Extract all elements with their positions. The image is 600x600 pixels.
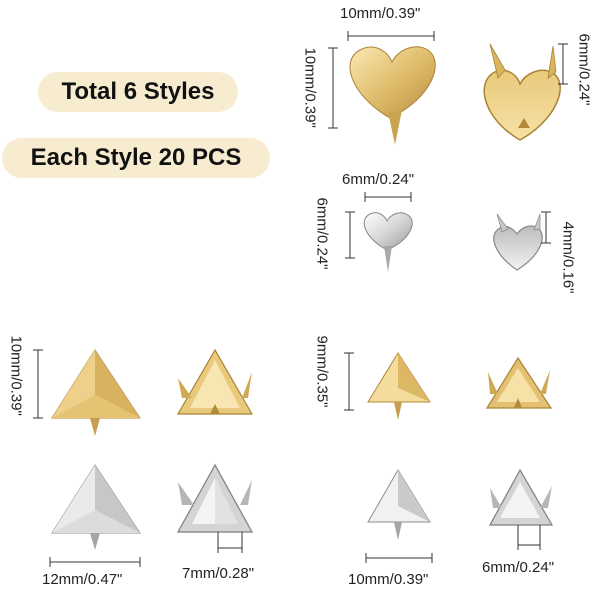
small-pyramid-gold-front: [367, 352, 431, 420]
each-style-badge: Each Style 20 PCS: [2, 138, 270, 178]
dimension-lines: [33, 31, 568, 567]
big-heart-gold-front: [349, 46, 436, 145]
small-pyramid-silver-back: [488, 468, 554, 526]
big-pyramid-width-label: 12mm/0.47": [42, 571, 123, 588]
small-heart-back-height-label: 4mm/0.16": [559, 221, 577, 294]
small-heart-silver-front: [363, 212, 413, 272]
big-pyramid-gold-front: [51, 349, 141, 436]
big-pyramid-prong-label: 7mm/0.28": [182, 565, 255, 582]
total-styles-text: Total 6 Styles: [61, 78, 215, 105]
total-styles-badge: Total 6 Styles: [38, 72, 238, 112]
small-pyramid-width-label: 10mm/0.39": [348, 571, 429, 588]
small-heart-silver-back: [493, 213, 543, 271]
big-heart-width-label: 10mm/0.39": [340, 5, 421, 22]
big-heart-back-height-label: 6mm/0.24": [575, 33, 593, 106]
small-pyramid-height-label: 9mm/0.35": [313, 335, 331, 408]
small-pyramid-prong-label: 6mm/0.24": [482, 559, 555, 576]
big-pyramid-silver-front: [51, 464, 141, 550]
big-pyramid-silver-back: [176, 463, 254, 533]
each-style-text: Each Style 20 PCS: [30, 144, 242, 171]
big-pyramid-height-label: 10mm/0.39": [7, 335, 25, 416]
small-heart-width-label: 6mm/0.24": [342, 171, 415, 188]
small-heart-height-label: 6mm/0.24": [313, 197, 331, 270]
big-heart-height-label: 10mm/0.39": [301, 47, 319, 128]
small-pyramid-silver-front: [367, 469, 431, 540]
big-heart-gold-back: [483, 43, 561, 141]
big-pyramid-gold-back: [176, 348, 254, 415]
small-pyramid-gold-back: [485, 356, 553, 409]
